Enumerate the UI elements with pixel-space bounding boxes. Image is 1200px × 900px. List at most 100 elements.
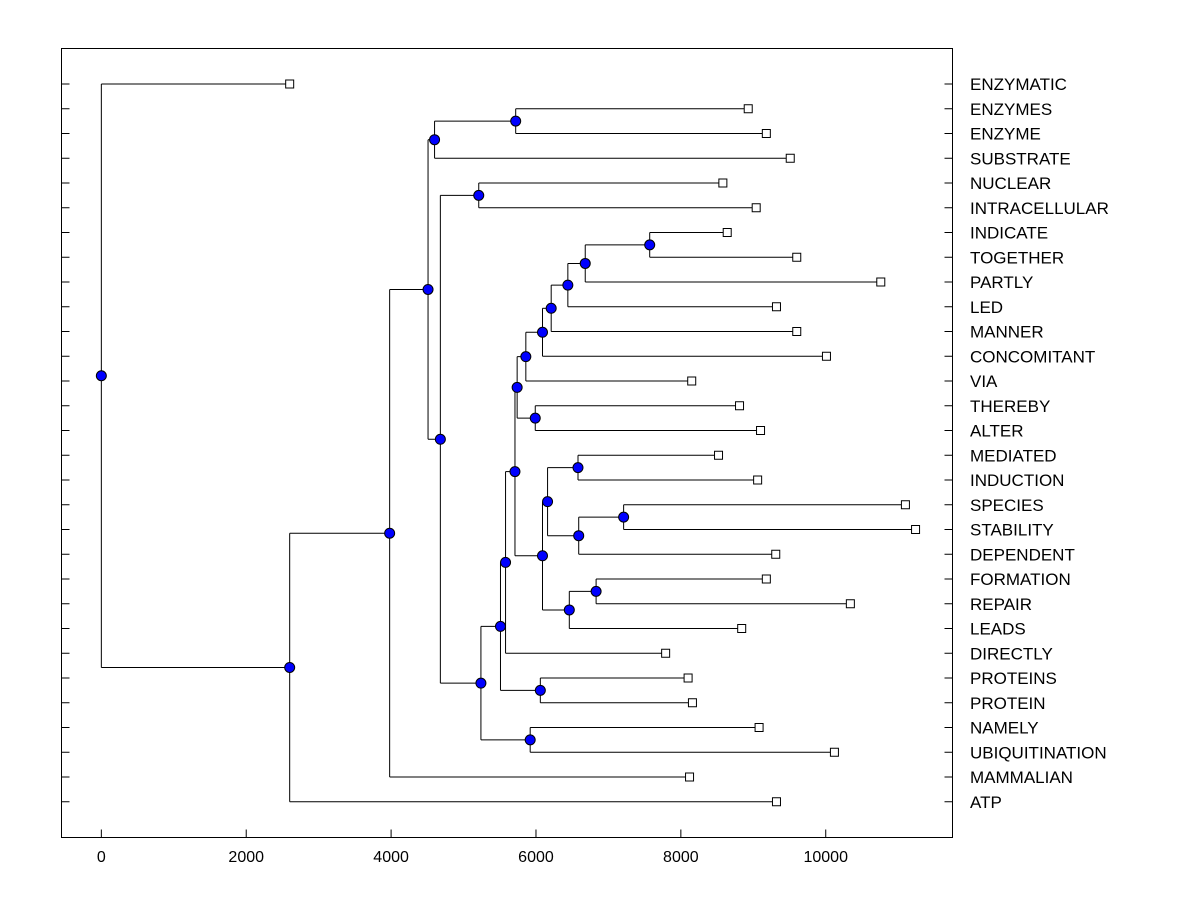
merge-node-26 xyxy=(384,527,396,539)
leaf-marker-nuclear xyxy=(718,178,728,188)
leaf-label-enzymatic: ENZYMATIC xyxy=(970,75,1067,94)
leaf-marker-manner xyxy=(792,327,802,336)
merge-node-18 xyxy=(509,466,521,478)
merge-node-11 xyxy=(572,462,584,474)
x-tick-label-0: 0 xyxy=(97,849,106,866)
leaf-marker-protein xyxy=(687,698,697,708)
leaf-marker-mediated xyxy=(714,450,724,460)
leaf-label-namely: NAMELY xyxy=(970,719,1039,738)
leaf-marker-species xyxy=(900,500,910,510)
leaf-marker-enzymatic xyxy=(285,79,295,89)
leaf-label-induction: INDUCTION xyxy=(970,471,1064,490)
leaf-label-ubiquitination: UBIQUITINATION xyxy=(970,743,1107,762)
merge-node-28 xyxy=(95,370,107,382)
merge-node-21 xyxy=(494,620,506,632)
merge-node-8 xyxy=(520,351,532,363)
leaf-label-stability: STABILITY xyxy=(970,521,1054,540)
merge-node-25 xyxy=(422,283,434,295)
leaf-marker-indicate xyxy=(722,228,732,237)
leaf-label-alter: ALTER xyxy=(970,422,1024,441)
merge-node-20 xyxy=(534,684,546,696)
leaf-label-leads: LEADS xyxy=(970,620,1026,639)
x-tick-label-10000: 10000 xyxy=(803,849,848,866)
leaf-label-mammalian: MAMMALIAN xyxy=(970,768,1073,787)
leaf-label-mediated: MEDIATED xyxy=(970,446,1057,465)
leaf-label-enzymes: ENZYMES xyxy=(970,100,1052,119)
leaf-marker-concomitant xyxy=(821,351,831,361)
leaf-marker-dependent xyxy=(771,549,781,559)
merge-node-2 xyxy=(473,189,485,201)
merge-node-4 xyxy=(579,257,591,269)
merge-node-15 xyxy=(590,585,602,597)
leaf-label-substrate: SUBSTRATE xyxy=(970,149,1071,168)
merge-node-23 xyxy=(475,677,487,689)
leaf-label-atp: ATP xyxy=(970,793,1002,812)
leaf-marker-leads xyxy=(737,624,747,633)
leaf-label-directly: DIRECTLY xyxy=(970,644,1053,663)
leaf-label-enzyme: ENZYME xyxy=(970,125,1041,144)
merge-node-19 xyxy=(500,556,512,568)
leaf-marker-induction xyxy=(753,475,763,485)
x-tick-label-6000: 6000 xyxy=(518,849,554,866)
leaf-label-proteins: PROTEINS xyxy=(970,669,1057,688)
merge-node-12 xyxy=(618,511,630,523)
x-tick-label-2000: 2000 xyxy=(228,849,264,866)
leaf-marker-stability xyxy=(911,525,921,534)
leaf-label-indicate: INDICATE xyxy=(970,224,1048,243)
dendrogram-links xyxy=(100,83,916,803)
plot-frame xyxy=(61,48,953,838)
merge-node-1 xyxy=(429,134,441,146)
x-tick-label-8000: 8000 xyxy=(663,849,699,866)
leaf-marker-enzymes xyxy=(743,104,753,114)
leaf-markers xyxy=(285,79,921,807)
leaf-marker-atp xyxy=(771,797,781,807)
merge-node-13 xyxy=(573,530,585,542)
merge-node-5 xyxy=(562,279,574,291)
x-tick-label-4000: 4000 xyxy=(373,849,409,866)
leaf-label-partly: PARTLY xyxy=(970,273,1033,292)
merge-node-9 xyxy=(529,412,541,424)
leaf-marker-namely xyxy=(754,723,764,732)
leaf-marker-enzyme xyxy=(761,129,771,138)
leaf-label-nuclear: NUCLEAR xyxy=(970,174,1051,193)
leaf-label-intracellular: INTRACELLULAR xyxy=(970,199,1109,218)
leaf-marker-intracellular xyxy=(751,203,761,213)
leaf-label-manner: MANNER xyxy=(970,323,1044,342)
merge-node-17 xyxy=(536,550,548,562)
leaf-marker-together xyxy=(792,252,802,262)
merge-node-14 xyxy=(542,496,554,508)
leaf-marker-via xyxy=(687,376,697,386)
merge-node-7 xyxy=(536,326,548,338)
leaf-label-together: TOGETHER xyxy=(970,248,1064,267)
leaf-marker-led xyxy=(771,302,781,312)
leaf-label-species: SPECIES xyxy=(970,496,1044,515)
merge-node-3 xyxy=(644,239,656,251)
merge-node-27 xyxy=(284,661,296,673)
leaf-marker-ubiquitination xyxy=(829,747,839,757)
leaf-marker-directly xyxy=(661,648,671,658)
leaf-label-dependent: DEPENDENT xyxy=(970,545,1075,564)
leaf-label-protein: PROTEIN xyxy=(970,694,1046,713)
merge-node-10 xyxy=(511,381,523,393)
leaf-marker-alter xyxy=(756,426,766,435)
leaf-label-repair: REPAIR xyxy=(970,595,1032,614)
labels: 0 2000 4000 6000 8000 10000 ENZYMATIC ENZYMES EN… xyxy=(97,75,1109,866)
leaf-marker-substrate xyxy=(785,153,795,163)
leaf-label-formation: FORMATION xyxy=(970,570,1071,589)
merge-node-16 xyxy=(563,604,575,616)
leaf-marker-partly xyxy=(876,277,886,287)
leaf-label-via: VIA xyxy=(970,372,998,391)
leaf-label-thereby: THEREBY xyxy=(970,397,1050,416)
merge-node-22 xyxy=(524,734,536,746)
leaf-marker-mammalian xyxy=(685,772,695,782)
leaf-marker-repair xyxy=(845,599,855,609)
leaf-marker-thereby xyxy=(735,401,745,411)
leaf-marker-proteins xyxy=(683,673,693,683)
merge-nodes xyxy=(95,115,656,746)
leaf-label-led: LED xyxy=(970,298,1003,317)
merge-node-0 xyxy=(510,115,522,127)
merge-node-6 xyxy=(545,302,557,314)
leaf-label-concomitant: CONCOMITANT xyxy=(970,347,1095,366)
leaf-marker-formation xyxy=(761,574,771,584)
